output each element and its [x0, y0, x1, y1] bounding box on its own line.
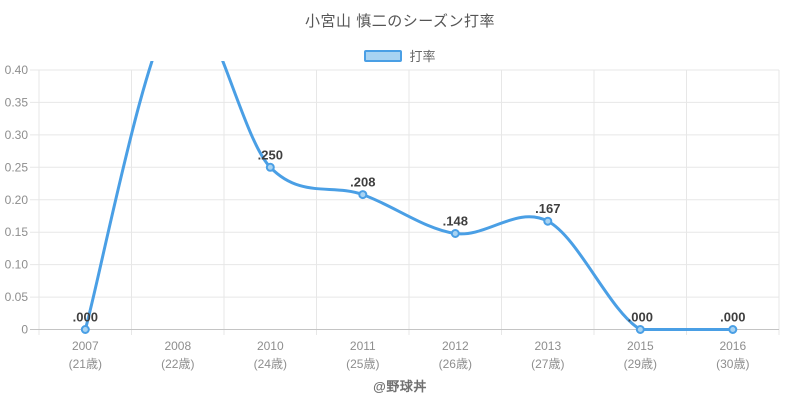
- point-data-labels: .000 .250 .208 .148 .167 .000 .000: [73, 147, 746, 324]
- data-point-label: .000: [720, 310, 745, 325]
- x-tick-year: 2010: [257, 339, 284, 353]
- legend-label: 打率: [409, 49, 436, 64]
- x-tick-age: (29歳): [624, 357, 657, 371]
- x-tick-year: 2016: [719, 339, 746, 353]
- x-tick-year: 2008: [164, 339, 191, 353]
- chart-title: 小宮山 慎二のシーズン打率: [305, 13, 495, 30]
- data-point-label: .148: [443, 214, 468, 229]
- data-point-marker: [358, 190, 368, 200]
- data-point-label: .208: [350, 175, 375, 190]
- data-point-marker: [450, 229, 460, 238]
- x-tick-age: (30歳): [716, 357, 749, 371]
- y-tick-label: 0.10: [5, 258, 29, 272]
- data-point-label: .000: [73, 310, 98, 325]
- data-point-label: .167: [535, 201, 560, 216]
- watermark-credit: @野球丼: [373, 379, 427, 394]
- y-tick-label: 0.40: [5, 63, 29, 77]
- x-tick-age: (22歳): [161, 357, 194, 371]
- legend-swatch-icon: [364, 49, 403, 62]
- y-tick-label: 0.30: [5, 128, 29, 142]
- data-point-marker: [635, 325, 645, 334]
- x-tick-year: 2015: [627, 339, 654, 353]
- x-tick-age: (21歳): [69, 357, 102, 371]
- x-tick-age: (24歳): [254, 357, 287, 371]
- y-tick-label: 0.15: [5, 225, 29, 239]
- x-tick-age: (27歳): [531, 357, 564, 371]
- y-axis-tick-labels: 0 0.05 0.10 0.15 0.20 0.25 0.30 0.35 0.40: [5, 63, 29, 337]
- x-tick-age: (25歳): [346, 357, 379, 371]
- data-point-marker: [80, 325, 90, 334]
- y-tick-label: 0.25: [5, 160, 29, 174]
- x-tick-year: 2007: [72, 339, 99, 353]
- data-point-marker: [265, 162, 275, 172]
- data-point-marker: [728, 325, 738, 334]
- x-tick-year: 2012: [442, 339, 469, 353]
- y-tick-label: 0: [21, 323, 28, 337]
- gridlines: [30, 69, 780, 335]
- data-point-label: .000: [628, 310, 653, 325]
- y-tick-label: 0.20: [5, 193, 29, 207]
- chart-legend: 打率: [0, 46, 800, 65]
- series-points: [80, 162, 738, 334]
- x-tick-year: 2011: [350, 339, 376, 353]
- data-point-marker: [543, 216, 553, 226]
- y-tick-label: 0.05: [5, 290, 29, 304]
- data-point-label: .250: [258, 147, 283, 162]
- x-tick-year: 2013: [534, 339, 561, 353]
- x-axis-tick-labels: 2007 (21歳) 2008 (22歳) 2010 (24歳) 2011 (25歳) 2012…: [69, 339, 750, 371]
- x-tick-age: (26歳): [439, 357, 472, 371]
- y-tick-label: 0.35: [5, 95, 29, 109]
